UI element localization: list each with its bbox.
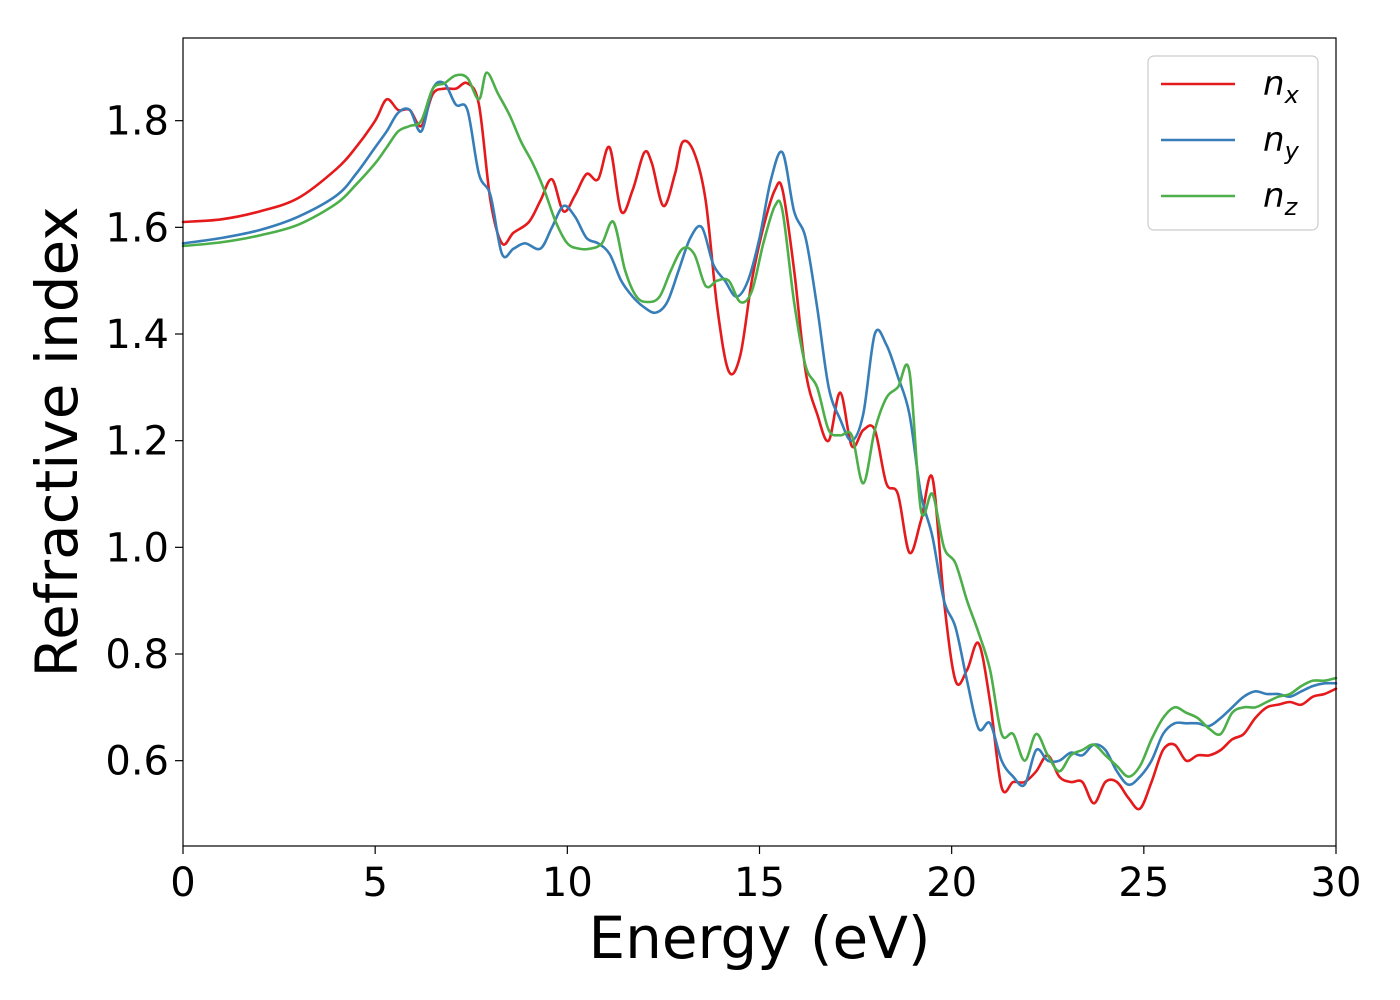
plot-area bbox=[183, 38, 1336, 846]
legend-frame bbox=[1147, 55, 1319, 231]
series-line-nz bbox=[181, 71, 1338, 778]
series-line-nx bbox=[181, 81, 1338, 811]
x-tick-label: 0 bbox=[170, 860, 195, 906]
legend-label-nz: nz bbox=[1263, 176, 1299, 221]
y-tick-label: 1.6 bbox=[105, 205, 169, 251]
y-axis-label: Refractive index bbox=[23, 206, 91, 677]
x-axis: 0 5 10 15 20 25 30 bbox=[170, 846, 1361, 906]
x-tick-label: 10 bbox=[542, 860, 593, 906]
legend-label-ny: ny bbox=[1263, 120, 1300, 165]
y-tick-label: 1.4 bbox=[105, 312, 169, 358]
x-tick-label: 5 bbox=[362, 860, 387, 906]
y-tick-label: 1.0 bbox=[105, 525, 169, 571]
x-axis-label: Energy (eV) bbox=[588, 904, 930, 972]
x-tick-label: 30 bbox=[1311, 860, 1362, 906]
x-tick-label: 20 bbox=[926, 860, 977, 906]
y-tick-label: 0.8 bbox=[105, 632, 169, 678]
y-axis: 0.6 0.8 1.0 1.2 1.4 1.6 1.8 bbox=[105, 99, 183, 785]
series-line-ny bbox=[181, 80, 1338, 788]
series-layer bbox=[181, 71, 1338, 811]
x-tick-label: 15 bbox=[734, 860, 785, 906]
y-tick-label: 1.2 bbox=[105, 419, 169, 465]
y-tick-label: 1.8 bbox=[105, 99, 169, 145]
legend-label-nx: nx bbox=[1263, 64, 1300, 109]
legend: nx ny nz bbox=[1147, 55, 1319, 231]
x-tick-label: 25 bbox=[1118, 860, 1169, 906]
y-tick-label: 0.6 bbox=[105, 739, 169, 785]
